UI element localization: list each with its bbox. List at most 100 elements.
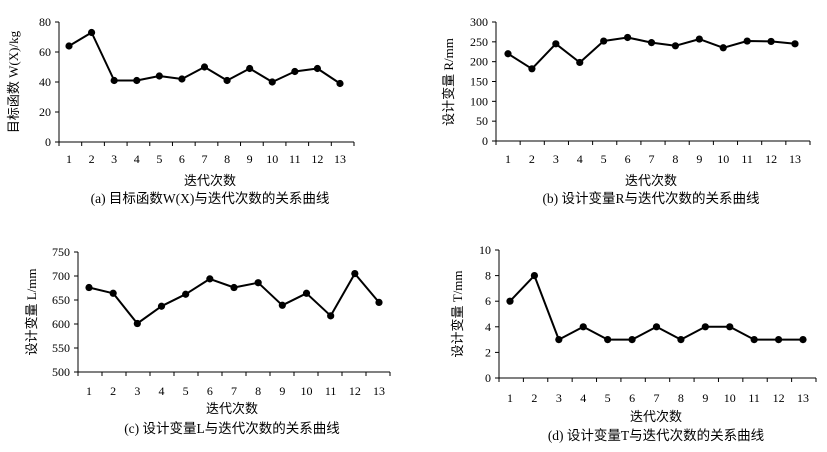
data-point [133, 319, 141, 328]
data-point [85, 283, 93, 292]
y-tick-label: 200 [470, 55, 488, 69]
x-tick-label: 10 [301, 384, 313, 398]
data-point [799, 336, 807, 344]
x-tick-label: 9 [702, 391, 708, 405]
x-tick-label: 1 [507, 391, 513, 405]
x-tick-label: 1 [86, 384, 92, 398]
data-point [604, 336, 612, 344]
data-point [133, 76, 141, 85]
x-tick-label: 8 [678, 391, 684, 405]
data-point [623, 33, 632, 42]
data-point [701, 323, 709, 331]
y-tick-label: 0 [482, 134, 488, 148]
x-tick-label: 6 [625, 152, 631, 166]
x-tick-label: 10 [266, 152, 278, 166]
data-point [291, 67, 299, 76]
x-tick-label: 11 [325, 384, 337, 398]
y-tick-label: 2 [485, 345, 491, 359]
x-tick-label: 7 [654, 391, 660, 405]
data-point [774, 336, 783, 344]
x-tick-label: 5 [156, 152, 162, 166]
y-tick-label: 550 [52, 341, 70, 355]
x-tick-label: 4 [134, 152, 140, 166]
y-tick-label: 0 [45, 135, 51, 149]
data-point [223, 76, 231, 85]
y-axis-title: 设计变量 L/mm [24, 268, 39, 355]
data-point [719, 44, 727, 52]
y-tick-label: 40 [39, 75, 51, 89]
y-tick-label: 300 [470, 15, 488, 29]
data-point [791, 40, 799, 48]
data-point [600, 37, 608, 45]
data-point [671, 42, 680, 50]
x-tick-label: 11 [741, 152, 753, 166]
data-point [155, 72, 163, 80]
data-point [652, 323, 661, 331]
x-tick-label: 7 [231, 384, 237, 398]
x-tick-label: 13 [334, 152, 346, 166]
panel-caption: (d) 设计变量T与迭代次数的关系曲线 [548, 428, 764, 443]
x-tick-label: 12 [765, 152, 777, 166]
data-point [695, 35, 703, 43]
data-point [767, 37, 775, 46]
data-point [351, 270, 359, 278]
x-axis-title: 迭代次数 [206, 401, 258, 416]
y-tick-label: 750 [52, 245, 70, 259]
data-point [157, 302, 166, 310]
data-point [230, 283, 238, 292]
x-axis-title: 迭代次数 [184, 173, 236, 188]
y-tick-label: 60 [39, 45, 51, 59]
data-point [647, 39, 656, 47]
data-point [65, 42, 73, 50]
data-point [677, 336, 685, 344]
x-tick-label: 1 [66, 152, 72, 166]
data-point [375, 298, 383, 306]
y-axis-title: 设计变量 T/mm [450, 270, 465, 357]
data-point [576, 58, 584, 67]
x-tick-label: 12 [349, 384, 361, 398]
data-point [504, 50, 512, 58]
data-point [628, 336, 636, 344]
y-tick-label: 4 [485, 320, 491, 334]
y-tick-label: 0 [485, 371, 491, 385]
x-tick-label: 7 [649, 152, 655, 166]
data-point [726, 323, 734, 331]
x-tick-label: 8 [224, 152, 230, 166]
panel-caption: (b) 设计变量R与迭代次数的关系曲线 [542, 191, 759, 206]
x-tick-label: 6 [179, 152, 185, 166]
data-point [530, 272, 539, 280]
data-point [109, 289, 117, 297]
x-tick-label: 6 [207, 384, 213, 398]
x-tick-label: 8 [255, 384, 261, 398]
x-tick-label: 5 [601, 152, 607, 166]
data-point [268, 78, 276, 86]
x-tick-label: 11 [748, 391, 760, 405]
x-axis-title: 迭代次数 [625, 173, 677, 188]
data-point [178, 75, 186, 83]
data-point [246, 64, 254, 73]
x-tick-label: 5 [183, 384, 189, 398]
y-tick-label: 500 [52, 365, 70, 379]
data-point [528, 65, 536, 73]
series-line [88, 272, 380, 325]
y-tick-label: 250 [470, 35, 488, 49]
x-tick-label: 6 [629, 391, 635, 405]
x-tick-label: 5 [605, 391, 611, 405]
y-tick-label: 20 [39, 105, 51, 119]
x-tick-label: 4 [577, 152, 583, 166]
x-tick-label: 12 [311, 152, 323, 166]
data-point [200, 63, 209, 71]
x-tick-label: 7 [202, 152, 208, 166]
x-tick-label: 10 [717, 152, 729, 166]
y-tick-label: 8 [485, 269, 491, 283]
y-tick-label: 150 [470, 75, 488, 89]
data-point [278, 301, 286, 309]
y-tick-label: 100 [470, 94, 488, 108]
data-point [327, 312, 335, 320]
x-tick-label: 2 [89, 152, 95, 166]
x-tick-label: 9 [247, 152, 253, 166]
